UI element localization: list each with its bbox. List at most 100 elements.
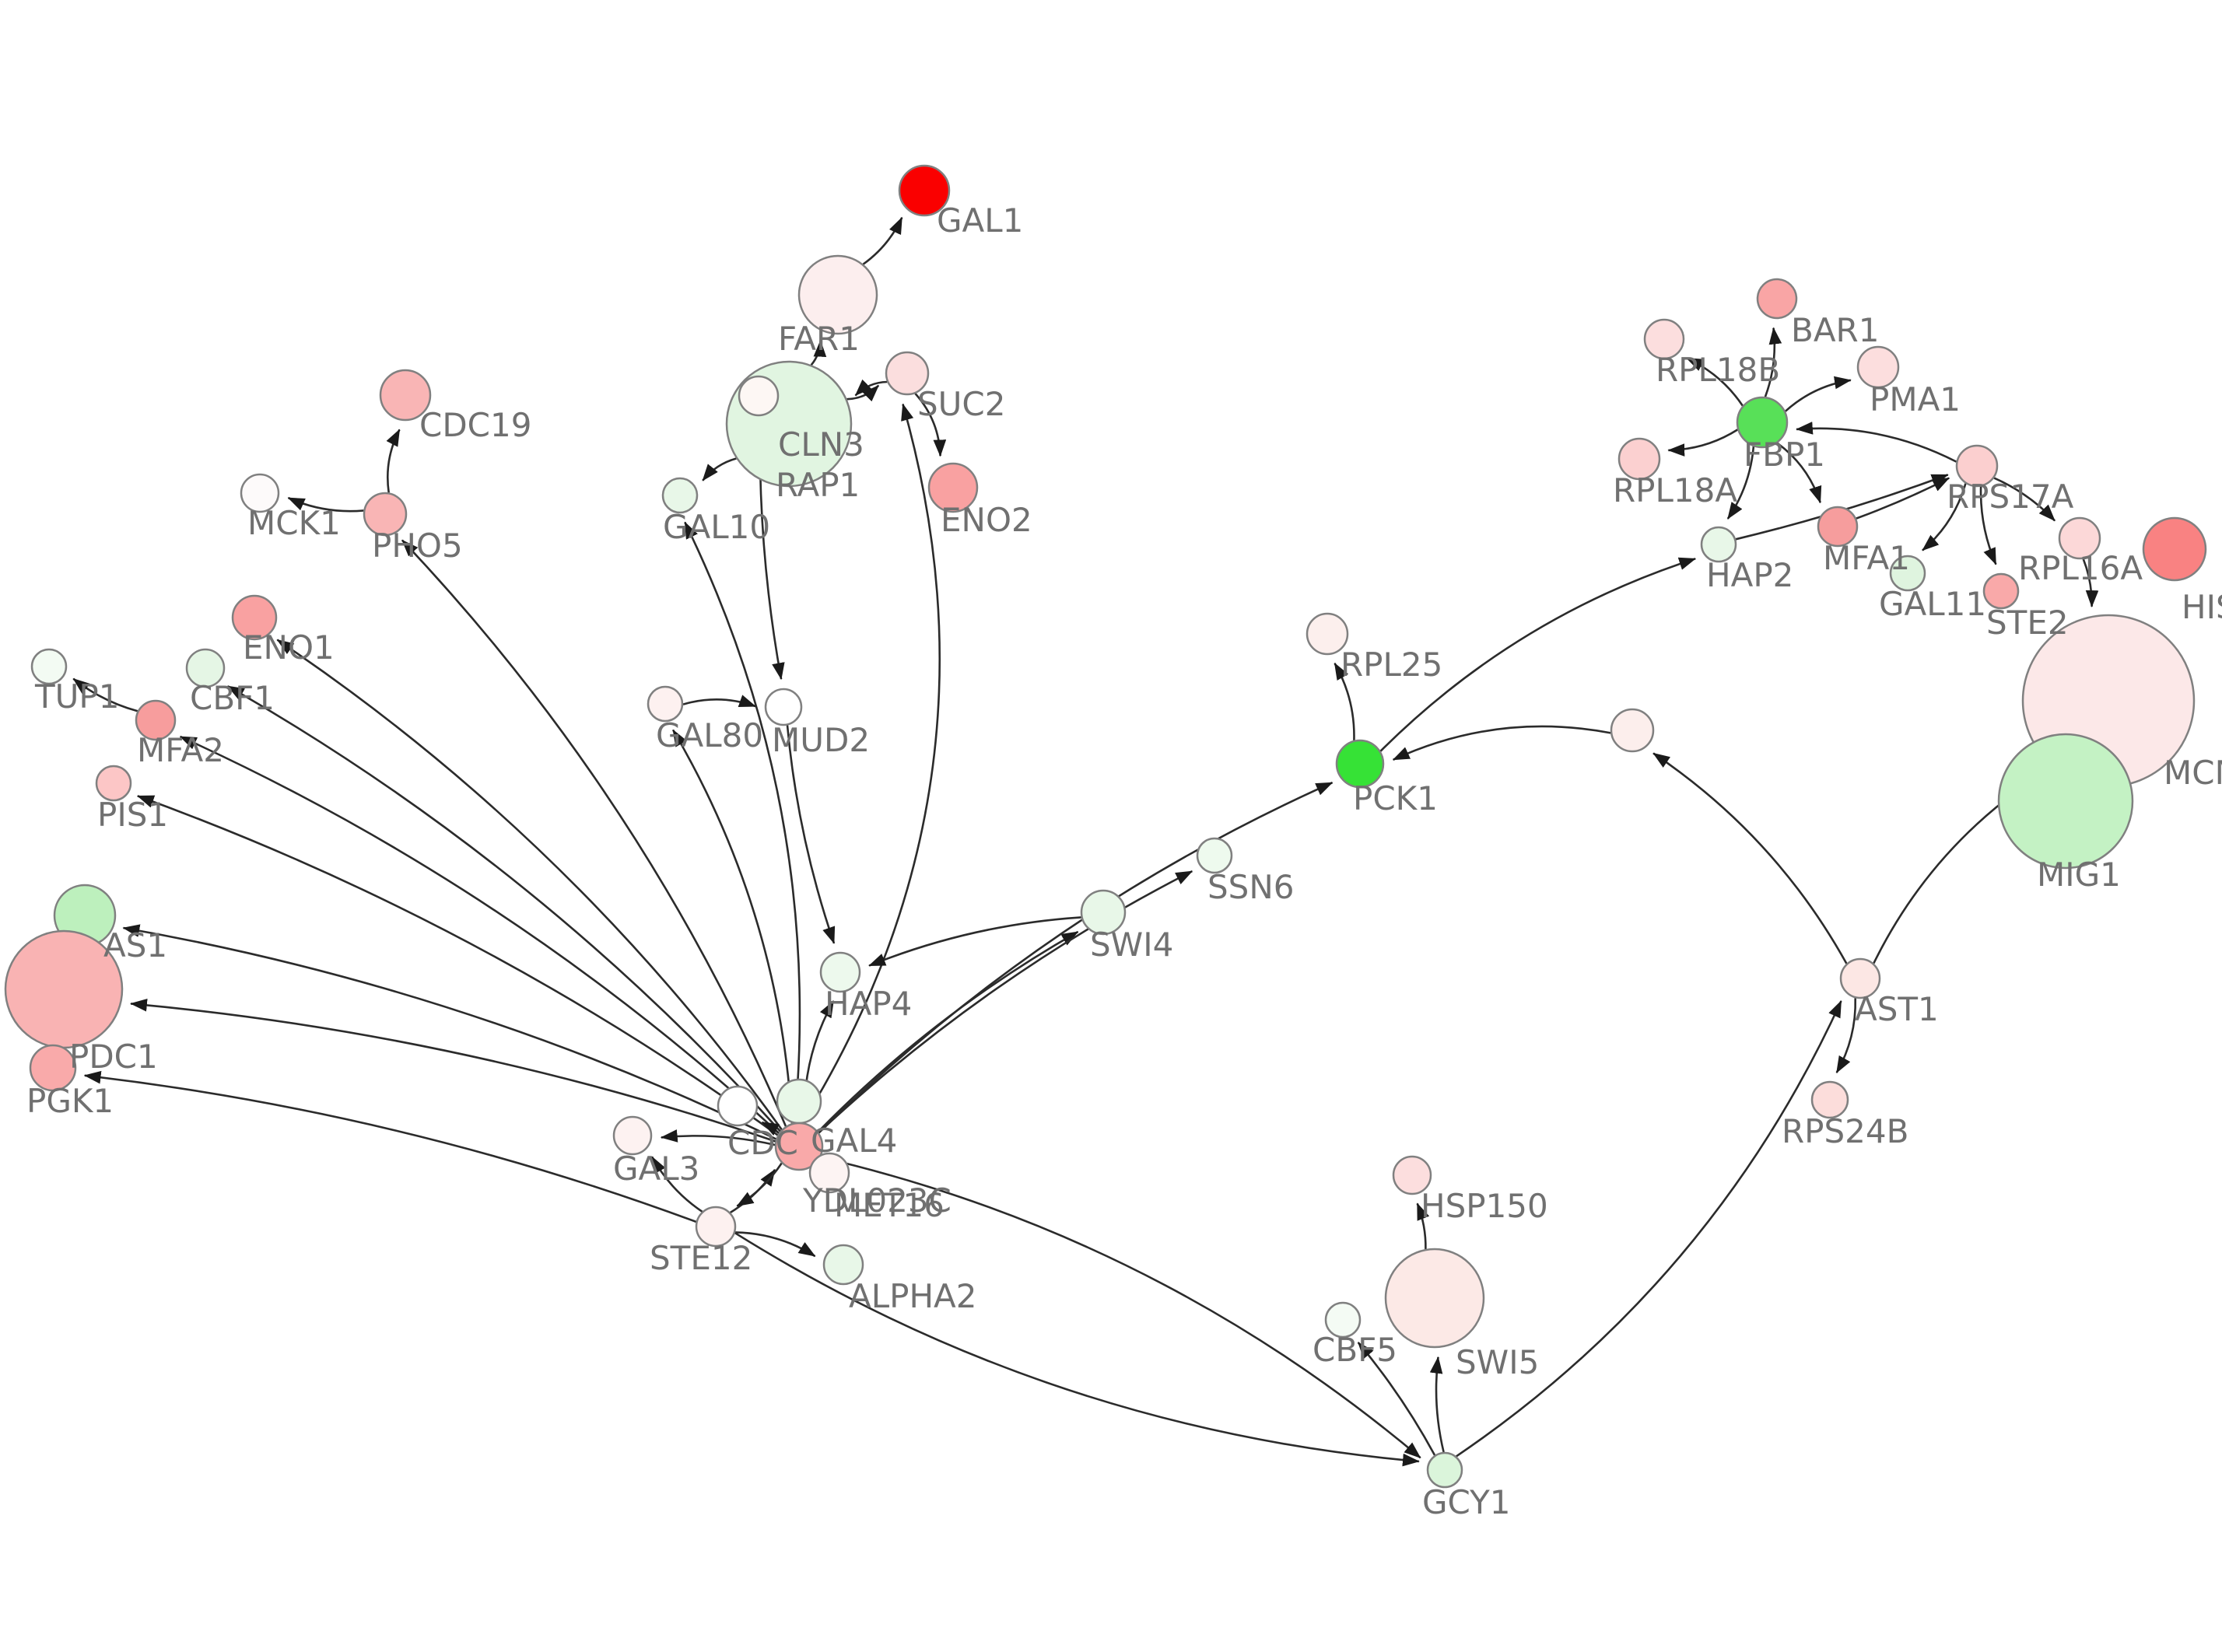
node-hap2[interactable] <box>1700 526 1737 563</box>
node-label-gal3: GAL3 <box>613 1150 699 1188</box>
node-ste12[interactable] <box>695 1206 737 1248</box>
node-tup1[interactable] <box>30 648 68 685</box>
node-cbf5[interactable] <box>1324 1301 1362 1339</box>
node-pma1[interactable] <box>1856 345 1900 389</box>
node-mfa2[interactable] <box>135 699 177 741</box>
node-label-swi5: SWI5 <box>1456 1343 1539 1381</box>
node-label-as1: AS1 <box>103 926 167 964</box>
node-label-pdc1: PDC1 <box>69 1038 158 1076</box>
node-label-eno1: ENO1 <box>243 628 335 667</box>
node-bar1[interactable] <box>1756 278 1798 320</box>
node-cdc[interactable] <box>717 1085 759 1127</box>
node-label-gal1: GAL1 <box>937 201 1023 240</box>
node-gal4[interactable] <box>774 1122 824 1171</box>
edge-gcy1-to-ast1 <box>1456 1000 1842 1458</box>
node-ste2[interactable] <box>1982 572 2020 610</box>
node-label-tup1: TUP1 <box>34 677 119 716</box>
node-label-rap1: RAP1 <box>776 466 860 504</box>
node-pck1[interactable] <box>1335 739 1385 789</box>
node-gal80[interactable] <box>647 685 684 723</box>
node-gal11[interactable] <box>1889 555 1926 592</box>
node-label-gal11: GAL11 <box>1879 585 1986 623</box>
node-pgk1[interactable] <box>29 1044 77 1092</box>
node-rap1[interactable] <box>738 375 780 417</box>
edge-pho5-to-cdc19 <box>386 429 401 493</box>
node-label-mfa2: MFA2 <box>137 731 224 769</box>
node-mig1[interactable] <box>1997 733 2134 870</box>
node-suc2[interactable] <box>885 351 930 396</box>
node-label-pgk1: PGK1 <box>26 1082 114 1120</box>
node-cdc19[interactable] <box>379 369 432 422</box>
node-label-pma1: PMA1 <box>1870 380 1961 418</box>
node-eno2[interactable] <box>927 462 979 513</box>
edge-ste12-to-pgk1 <box>83 1070 697 1223</box>
node-swi4[interactable] <box>1080 889 1127 936</box>
node-label-mck1: MCK1 <box>247 504 341 542</box>
edge-gal4-to-mfa2 <box>179 735 780 1134</box>
node-rps24b[interactable] <box>1810 1080 1849 1119</box>
edge-gal4-to-gal3 <box>660 1129 776 1146</box>
node-ydl023c[interactable] <box>808 1152 850 1194</box>
node-rpl16a[interactable] <box>2058 516 2101 560</box>
node-label-rpl16a: RPL16A <box>2018 549 2143 587</box>
node-gal3[interactable] <box>612 1115 653 1156</box>
node-mck1[interactable] <box>240 473 280 513</box>
node-eno1[interactable] <box>231 594 278 641</box>
edge-suc2-to-eno2 <box>914 393 947 457</box>
edge-gal4-to-gas1 <box>122 924 777 1140</box>
node-label-ste2: STE2 <box>1986 604 2069 642</box>
edge-ste12-to-gal4 <box>730 1168 776 1214</box>
node-label-rpl18a: RPL18A <box>1613 471 1737 509</box>
node-cbf1[interactable] <box>185 648 226 688</box>
node-label-his4: HIS4 <box>2182 588 2222 626</box>
node-label-ast1: AST1 <box>1855 990 1939 1028</box>
node-gal1[interactable] <box>898 164 951 217</box>
node-label-mig1: MIG1 <box>2037 856 2121 894</box>
node-hsp150[interactable] <box>1392 1155 1432 1195</box>
node-his4[interactable] <box>2142 516 2207 582</box>
node-swi5[interactable] <box>1384 1248 1485 1349</box>
node-rpl25[interactable] <box>1306 612 1349 656</box>
node-far1[interactable] <box>797 254 878 335</box>
node-label-eno2: ENO2 <box>941 501 1032 539</box>
node-met16[interactable] <box>776 1078 822 1125</box>
node-label-fbp1: FBP1 <box>1744 436 1825 474</box>
edge-gal4-to-pck1 <box>818 782 1334 1134</box>
node-fbp1[interactable] <box>1736 396 1789 449</box>
node-alpha2[interactable] <box>822 1244 864 1286</box>
node-hub1[interactable] <box>1610 708 1655 753</box>
node-mfa1[interactable] <box>1817 506 1859 548</box>
node-label-gal4: GAL4 <box>811 1122 897 1160</box>
node-label-hap4: HAP4 <box>825 985 912 1023</box>
node-label-ste12: STE12 <box>650 1239 752 1277</box>
edge-fbp1-to-hap2 <box>1726 446 1755 520</box>
edge-gal4-to-pdc1 <box>130 999 776 1143</box>
edge-gal4-to-pho5 <box>401 539 787 1127</box>
node-rps17a[interactable] <box>1955 444 1999 488</box>
node-label-ydl023c: YDL023C <box>802 1181 952 1220</box>
node-pis1[interactable] <box>95 765 132 802</box>
node-ast1[interactable] <box>1839 957 1881 999</box>
edge-pho5-to-mck1 <box>287 496 364 513</box>
node-mud2[interactable] <box>764 688 803 726</box>
node-rpl18a[interactable] <box>1617 437 1661 481</box>
node-label-rpl25: RPL25 <box>1341 646 1442 684</box>
edge-gal4-to-ssn6 <box>818 870 1193 1134</box>
node-gal10[interactable] <box>661 477 699 514</box>
node-pho5[interactable] <box>363 492 408 537</box>
edge-hub1-to-pck1 <box>1392 725 1611 761</box>
node-label-hap2: HAP2 <box>1706 556 1793 594</box>
node-label-cdc: CDC <box>727 1124 798 1162</box>
edge-ste12-to-alpha2 <box>734 1231 816 1258</box>
node-hap4[interactable] <box>819 951 861 993</box>
node-gcy1[interactable] <box>1426 1451 1463 1489</box>
edge-rps17a-to-gal11 <box>1922 483 1967 551</box>
nodes-layer <box>4 164 2207 1489</box>
node-ssn6[interactable] <box>1196 837 1233 874</box>
node-label-gal10: GAL10 <box>663 508 770 546</box>
node-label-suc2: SUC2 <box>917 385 1005 423</box>
edge-mfa1-to-rps17a <box>1856 477 1950 520</box>
node-rpl18b[interactable] <box>1643 318 1685 360</box>
